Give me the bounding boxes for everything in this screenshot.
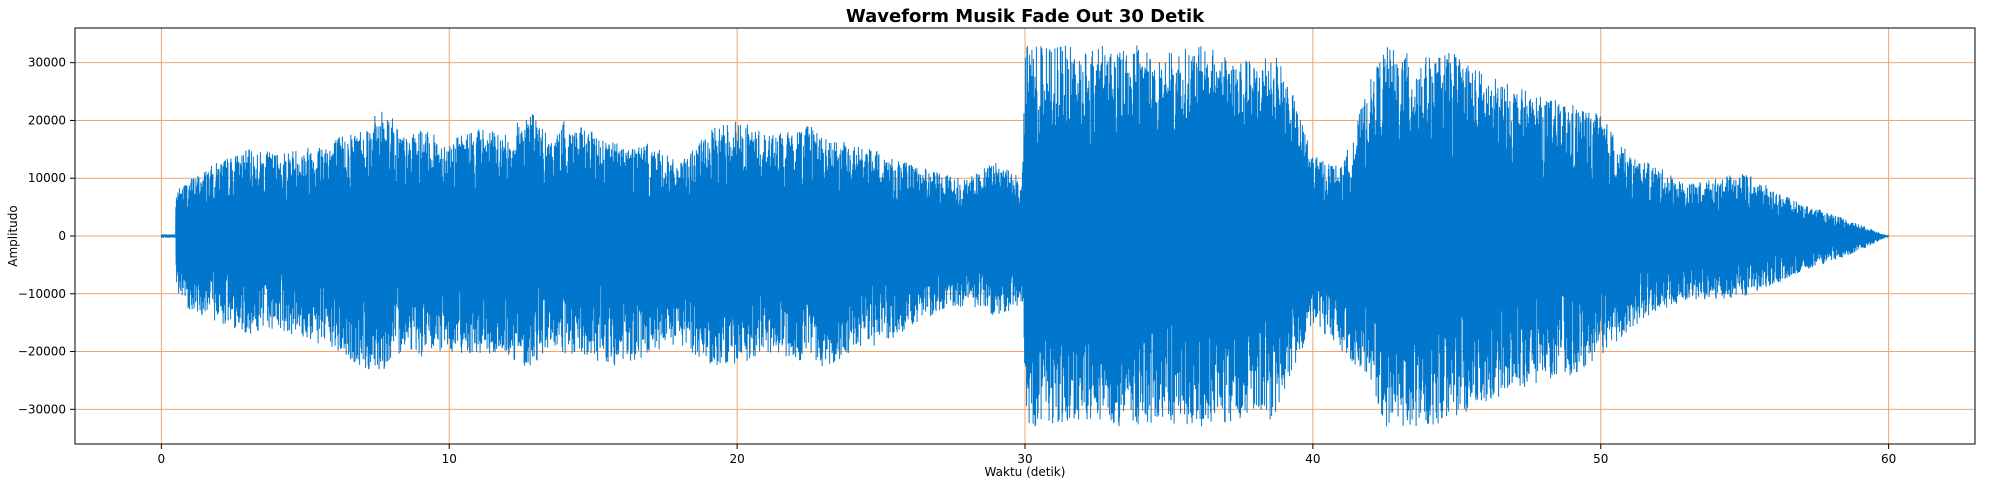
x-tick-label: 10 <box>442 452 457 466</box>
y-tick-label: −10000 <box>18 287 66 301</box>
waveform-line <box>160 45 1890 427</box>
x-tick-label: 40 <box>1305 452 1320 466</box>
x-tick-label: 50 <box>1593 452 1608 466</box>
x-axis-label: Waktu (detik) <box>985 465 1066 479</box>
y-tick-label: −30000 <box>18 402 66 416</box>
y-tick-label: −20000 <box>18 345 66 359</box>
x-tick-label: 0 <box>158 452 166 466</box>
y-tick-label: 0 <box>58 229 66 243</box>
chart-title: Waveform Musik Fade Out 30 Detik <box>846 6 1205 27</box>
y-tick-label: 30000 <box>28 56 66 70</box>
x-tick-label: 60 <box>1881 452 1896 466</box>
waveform-series <box>160 45 1890 427</box>
y-tick-label: 10000 <box>28 171 66 185</box>
y-axis-label: Amplitudo <box>6 205 20 266</box>
x-tick-label: 20 <box>729 452 744 466</box>
axis-ticks: 0 10 20 30 40 50 60 −30000 −20000 −10000 0 10000 200… <box>18 56 1897 466</box>
y-tick-label: 20000 <box>28 113 66 127</box>
x-tick-label: 30 <box>1017 452 1032 466</box>
